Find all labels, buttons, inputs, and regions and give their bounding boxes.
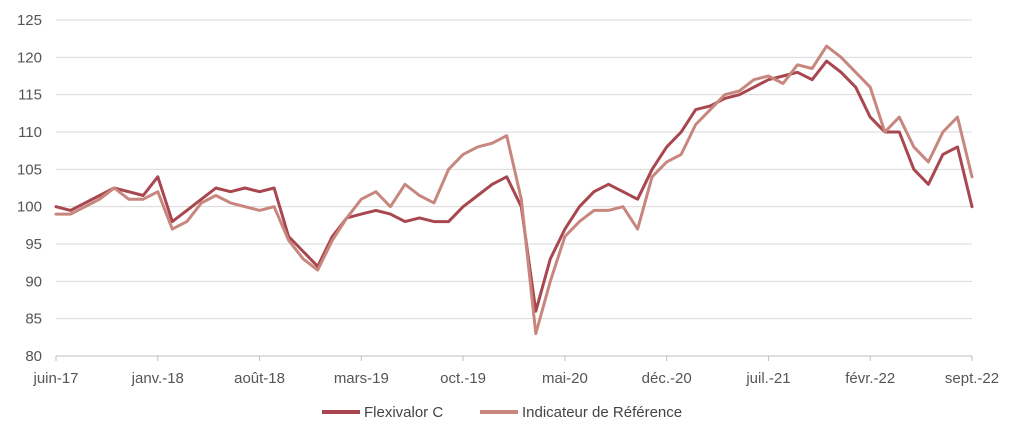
x-tick-label: déc.-20 bbox=[642, 370, 692, 387]
x-axis: juin-17 janv.-18 août-18 mars-19 oct.-19 mai-… bbox=[32, 355, 999, 387]
legend: Flexivalor C Indicateur de Référence bbox=[322, 404, 682, 421]
x-tick-label: mars-19 bbox=[334, 370, 389, 387]
y-tick-label: 85 bbox=[25, 311, 42, 328]
y-tick-label: 90 bbox=[25, 273, 42, 290]
y-axis-ticks: 80 85 90 95 100 105 110 115 120 125 bbox=[17, 12, 42, 365]
x-tick-label: sept.-22 bbox=[945, 370, 999, 387]
y-tick-label: 125 bbox=[17, 12, 42, 29]
legend-item-reference-label: Indicateur de Référence bbox=[522, 404, 682, 421]
series-line-flexivalor bbox=[54, 59, 974, 313]
x-tick-label: janv.-18 bbox=[131, 370, 184, 387]
series-lines bbox=[54, 44, 974, 336]
legend-item-flexivalor-label: Flexivalor C bbox=[364, 404, 443, 421]
x-tick-label: juin-17 bbox=[32, 370, 78, 387]
y-tick-label: 80 bbox=[25, 348, 42, 365]
series-line-reference bbox=[54, 44, 974, 336]
x-tick-label: juil.-21 bbox=[745, 370, 790, 387]
y-tick-label: 120 bbox=[17, 49, 42, 66]
x-tick-label: mai-20 bbox=[542, 370, 588, 387]
y-tick-label: 115 bbox=[18, 87, 42, 104]
y-tick-label: 110 bbox=[18, 124, 42, 141]
y-tick-label: 105 bbox=[17, 161, 42, 178]
y-tick-label: 100 bbox=[17, 199, 42, 216]
x-tick-label: août-18 bbox=[234, 370, 285, 387]
y-tick-label: 95 bbox=[25, 236, 42, 253]
x-tick-label: oct.-19 bbox=[440, 370, 486, 387]
x-tick-label: févr.-22 bbox=[845, 370, 895, 387]
